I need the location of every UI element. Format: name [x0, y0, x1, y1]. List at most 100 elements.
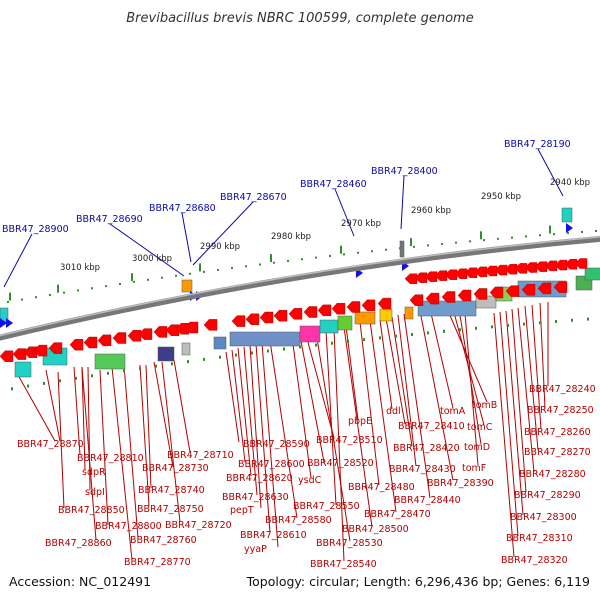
gene-label-bbr47-28300[interactable]: BBR47_28300 [510, 512, 577, 523]
forward-gene-arrow [33, 344, 48, 357]
gene-label-bbr47-28520[interactable]: BBR47_28520 [307, 458, 374, 469]
gene-label-bbr47-28710[interactable]: BBR47_28710 [167, 450, 234, 461]
red-leader-line [17, 374, 56, 442]
gene-feature-block [299, 325, 321, 343]
gene-label-bbr47-28280[interactable]: BBR47_28280 [519, 469, 586, 480]
red-leader-line [231, 349, 246, 463]
gene-label-bbr47-28440[interactable]: BBR47_28440 [394, 495, 461, 506]
gene-label-bbr47-28320[interactable]: BBR47_28320 [501, 555, 568, 566]
gene-label-bbr47-28190[interactable]: BBR47_28190 [504, 139, 571, 150]
forward-gene-arrow [346, 301, 361, 313]
red-leader-line [429, 308, 454, 409]
gene-label-bbr47-28260[interactable]: BBR47_28260 [524, 427, 591, 438]
gene-feature-block [404, 306, 414, 320]
gene-label-bbr47-28860[interactable]: BBR47_28860 [45, 538, 112, 549]
gene-label-bbr47-28270[interactable]: BBR47_28270 [524, 447, 591, 458]
gene-label-bbr47-28770[interactable]: BBR47_28770 [124, 557, 191, 568]
gene-label-bbr47-28750[interactable]: BBR47_28750 [137, 504, 204, 515]
red-leader-line [291, 336, 312, 479]
gene-label-bbr47-28510[interactable]: BBR47_28510 [316, 435, 383, 446]
gene-label-bbr47-28530[interactable]: BBR47_28530 [316, 538, 383, 549]
gene-label-bbr47-28590[interactable]: BBR47_28590 [243, 439, 310, 450]
forward-gene-arrow [537, 282, 552, 295]
genome-backbone-highlight [0, 236, 600, 337]
gene-label-bbr47-28850[interactable]: BBR47_28850 [58, 505, 125, 516]
red-leader-line [403, 313, 431, 499]
gene-label-tomb[interactable]: tomB [472, 400, 497, 411]
gene-label-bbr47-28810[interactable]: BBR47_28810 [77, 453, 144, 464]
gene-label-ddl[interactable]: ddl [386, 406, 401, 417]
gene-label-tomd[interactable]: tomD [464, 442, 490, 453]
gene-label-bbr47-28540[interactable]: BBR47_28540 [310, 559, 377, 570]
gene-label-bbr47-28550[interactable]: BBR47_28550 [293, 501, 360, 512]
gene-label-bbr47-28610[interactable]: BBR47_28610 [240, 530, 307, 541]
gene-label-sdpi[interactable]: sdpI [85, 487, 105, 498]
gene-label-bbr47-28500[interactable]: BBR47_28500 [342, 524, 409, 535]
red-leader-line [81, 366, 97, 541]
gene-label-pbpe[interactable]: pbpE [348, 416, 372, 427]
forward-gene-arrow [97, 334, 112, 347]
gene-label-bbr47-28400[interactable]: BBR47_28400 [371, 166, 438, 177]
gene-feature-block [14, 361, 32, 378]
gene-label-bbr47-28240[interactable]: BBR47_28240 [529, 384, 596, 395]
upper-gene-arrow [514, 263, 528, 274]
gene-label-ysdc[interactable]: ysdC [298, 475, 322, 486]
red-labels: BBR47_28870 BBR47_28810 sdpR sdpI BBR47_… [17, 384, 596, 570]
gene-label-bbr47-28410[interactable]: BBR47_28410 [398, 421, 465, 432]
gene-label-bbr47-28460[interactable]: BBR47_28460 [300, 179, 367, 190]
gene-label-yyap[interactable]: yyaP [244, 544, 267, 555]
gene-feature-block [379, 308, 393, 322]
gene-label-bbr47-28630[interactable]: BBR47_28630 [222, 492, 289, 503]
feature-track [0, 207, 600, 378]
gene-label-bbr47-28680[interactable]: BBR47_28680 [149, 203, 216, 214]
gene-label-sdpr[interactable]: sdpR [82, 467, 106, 478]
gene-label-tomc[interactable]: tomC [467, 422, 493, 433]
upper-gene-arrow [554, 259, 568, 271]
gene-label-bbr47-28730[interactable]: BBR47_28730 [142, 463, 209, 474]
gene-label-bbr47-28690[interactable]: BBR47_28690 [76, 214, 143, 225]
red-leader-line [249, 344, 262, 509]
red-leader-line [305, 334, 335, 439]
gene-label-bbr47-28290[interactable]: BBR47_28290 [514, 490, 581, 501]
gene-label-bbr47-28870[interactable]: BBR47_28870 [17, 439, 84, 450]
scale-label-2940: 2940 kbp [550, 178, 590, 188]
gene-label-bbr47-28800[interactable]: BBR47_28800 [95, 521, 162, 532]
gene-label-bbr47-28620[interactable]: BBR47_28620 [226, 473, 293, 484]
gene-label-bbr47-28470[interactable]: BBR47_28470 [364, 509, 431, 520]
red-leader-line [397, 314, 417, 467]
scale-label-2960: 2960 kbp [411, 206, 451, 216]
gene-label-tomf[interactable]: tomF [462, 463, 486, 474]
gene-label-bbr47-28740[interactable]: BBR47_28740 [138, 485, 205, 496]
forward-gene-arrow [127, 330, 142, 342]
scale-label-2970: 2970 kbp [341, 219, 381, 229]
gene-label-bbr47-28310[interactable]: BBR47_28310 [506, 533, 573, 544]
gene-label-pept[interactable]: pepT [230, 505, 254, 516]
gene-label-bbr47-28430[interactable]: BBR47_28430 [389, 464, 456, 475]
red-leader-line [99, 369, 109, 526]
gene-label-bbr47-28720[interactable]: BBR47_28720 [165, 520, 232, 531]
upper-gene-arrow [524, 262, 538, 273]
red-leader-line [531, 304, 542, 430]
gene-label-bbr47-28250[interactable]: BBR47_28250 [527, 405, 594, 416]
gene-label-toma[interactable]: tomA [440, 406, 466, 417]
upper-gene-arrow [564, 259, 578, 270]
gene-label-bbr47-28390[interactable]: BBR47_28390 [427, 478, 494, 489]
forward-gene-arrow [331, 303, 346, 315]
gene-feature-block [417, 300, 477, 317]
gene-label-bbr47-28580[interactable]: BBR47_28580 [265, 515, 332, 526]
red-leader-line [457, 302, 482, 445]
topology-text: Topology: circular; Length: 6,296,436 bp… [246, 574, 590, 589]
gene-label-bbr47-28760[interactable]: BBR47_28760 [130, 535, 197, 546]
blue-leader-line [181, 212, 192, 263]
upper-gene-arrow [414, 272, 428, 283]
gene-label-bbr47-28900[interactable]: BBR47_28900 [2, 224, 69, 235]
gene-label-bbr47-28480[interactable]: BBR47_28480 [348, 482, 415, 493]
forward-gene-arrow [361, 299, 376, 312]
scale-label-2980: 2980 kbp [271, 232, 311, 242]
red-leader-line [385, 317, 406, 425]
gene-label-bbr47-28670[interactable]: BBR47_28670 [220, 192, 287, 203]
gene-label-bbr47-28420[interactable]: BBR47_28420 [393, 443, 460, 454]
gene-label-bbr47-28600[interactable]: BBR47_28600 [238, 459, 305, 470]
gene-feature-block [94, 353, 126, 370]
scale-labels: 3010 kbp 3000 kbp 2990 kbp 2980 kbp 2970… [60, 178, 590, 273]
